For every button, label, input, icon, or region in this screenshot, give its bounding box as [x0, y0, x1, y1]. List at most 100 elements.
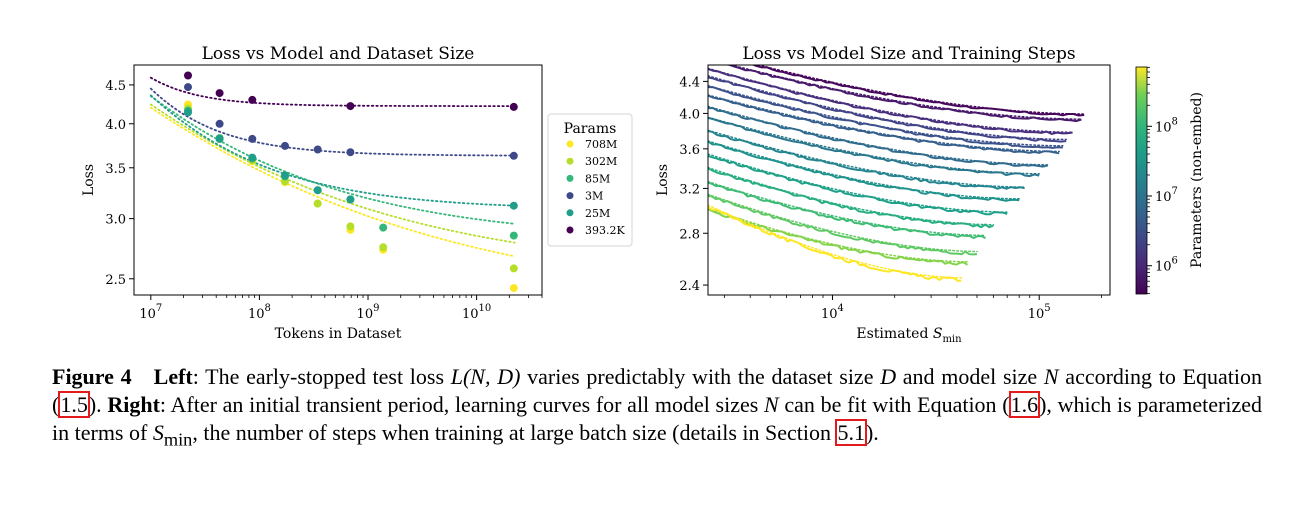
- caption-text: according to Equation (: [52, 364, 1263, 417]
- figure-caption: Figure 4 Left: The early-stopped test los…: [52, 363, 1262, 453]
- colorbar-tick-label: 107: [1155, 186, 1178, 205]
- y-tick-label: 3.2: [679, 182, 700, 197]
- data-point: [281, 171, 289, 180]
- data-point: [313, 186, 322, 195]
- data-point: [346, 102, 355, 111]
- data-point: [248, 153, 257, 162]
- legend-marker: [566, 140, 574, 148]
- learning-curve: [708, 86, 1063, 149]
- data-point: [509, 284, 518, 293]
- fit-line: [755, 65, 1085, 115]
- legend-label: 3M: [585, 190, 603, 203]
- colorbar-label: Parameters (non-embed): [1189, 92, 1205, 268]
- data-point: [184, 83, 192, 92]
- left-y-ticks: 2.5 3.0 3.5 4.0 4.5: [105, 79, 134, 288]
- legend-marker: [566, 209, 574, 217]
- colorbar-tick-label: 108: [1155, 116, 1178, 135]
- fit-line: [708, 67, 1074, 133]
- learning-curve: [708, 195, 978, 256]
- data-point: [346, 148, 355, 157]
- fit-line: [708, 207, 969, 263]
- learning-curve: [708, 206, 962, 282]
- fit-line: [149, 94, 516, 207]
- y-tick-label: 3.5: [105, 162, 126, 177]
- fit-line: [708, 75, 1067, 141]
- data-point: [313, 145, 322, 154]
- caption-text: ), which is parameterized in terms of: [52, 392, 1263, 445]
- left-chart-title: Loss vs Model and Dataset Size: [202, 44, 475, 64]
- legend-label: 393.2K: [585, 224, 625, 237]
- caption-math: L(N, D): [450, 364, 521, 389]
- x-tick-label: 104: [821, 303, 844, 322]
- caption-math: N: [764, 392, 779, 417]
- section-link-5-1[interactable]: 5.1: [835, 419, 867, 446]
- legend-label: 302M: [585, 155, 617, 168]
- legend-marker: [566, 192, 574, 200]
- caption-text: can be fit with Equation (: [778, 392, 1010, 417]
- left-plot-area: [149, 71, 518, 293]
- x-tick-label: 108: [248, 303, 271, 322]
- legend-label: 708M: [585, 138, 617, 151]
- caption-math: N: [1043, 364, 1059, 389]
- fit-line: [708, 193, 978, 253]
- data-point: [509, 102, 518, 111]
- caption-figure-number: Figure 4: [52, 364, 132, 389]
- data-point: [184, 108, 192, 117]
- caption-left-label: Left: [153, 364, 193, 389]
- fit-line: [149, 87, 516, 157]
- caption-text: ).: [88, 392, 108, 417]
- caption-text: : The early-stopped test loss: [192, 364, 451, 389]
- y-tick-label: 2.4: [679, 279, 700, 294]
- right-x-ticks: 104 105: [723, 295, 1102, 322]
- y-tick-label: 4.0: [105, 118, 126, 133]
- data-point: [346, 222, 355, 231]
- y-tick-label: 2.5: [105, 273, 126, 288]
- fit-line: [708, 105, 1049, 166]
- legend-label: 25M: [585, 207, 610, 220]
- legend-marker: [566, 226, 574, 234]
- right-chart-title: Loss vs Model Size and Training Steps: [742, 44, 1075, 64]
- learning-curve: [708, 94, 1060, 155]
- y-tick-label: 4.5: [105, 79, 126, 94]
- x-tick-label: 105: [1028, 303, 1051, 322]
- right-axes-frame: [707, 64, 1111, 296]
- learning-curve: [708, 167, 994, 229]
- learning-curve: [708, 155, 1008, 216]
- caption-text: ).: [865, 420, 879, 445]
- fit-line: [708, 180, 987, 237]
- fit-line: [708, 204, 963, 279]
- colorbar: 106 107 108 Parameters (non-embed): [1135, 66, 1205, 295]
- legend-marker: [566, 157, 574, 165]
- colorbar-tick-label: 106: [1155, 256, 1178, 275]
- right-y-axis-label: Loss: [655, 164, 671, 196]
- equation-link-1-5[interactable]: 1.5: [58, 391, 90, 418]
- fit-line: [708, 129, 1026, 188]
- equation-link-1-6[interactable]: 1.6: [1008, 391, 1041, 418]
- legend-label: 85M: [585, 172, 610, 185]
- caption-text: : After an initial transient period, lea…: [159, 392, 765, 417]
- learning-curve: [708, 68, 1073, 135]
- fit-line: [728, 65, 1083, 120]
- caption-right-label: Right: [107, 392, 160, 417]
- learning-curve: [708, 181, 986, 240]
- data-point: [313, 199, 322, 208]
- caption-text: and model size: [896, 364, 1044, 389]
- x-tick-label: 107: [139, 303, 162, 322]
- left-axes-frame: [133, 64, 543, 296]
- y-tick-label: 4.0: [679, 107, 700, 122]
- right-chart: Loss vs Model Size and Training Steps 10…: [655, 44, 1111, 345]
- data-point: [281, 141, 289, 150]
- fit-line: [149, 103, 516, 244]
- learning-curve: [708, 130, 1025, 190]
- colorbar-ticks: 106 107 108: [1147, 66, 1178, 294]
- caption-text: , the number of steps when training at l…: [192, 420, 837, 445]
- left-y-axis-label: Loss: [81, 164, 97, 196]
- data-point: [379, 243, 388, 252]
- y-tick-label: 4.4: [679, 75, 700, 90]
- fit-line: [708, 116, 1040, 175]
- fit-line: [708, 140, 1020, 200]
- legend-title: Params: [564, 121, 617, 137]
- data-point: [215, 119, 224, 128]
- left-chart: Loss vs Model and Dataset Size 107 108 109…: [81, 44, 543, 342]
- data-point: [248, 134, 257, 143]
